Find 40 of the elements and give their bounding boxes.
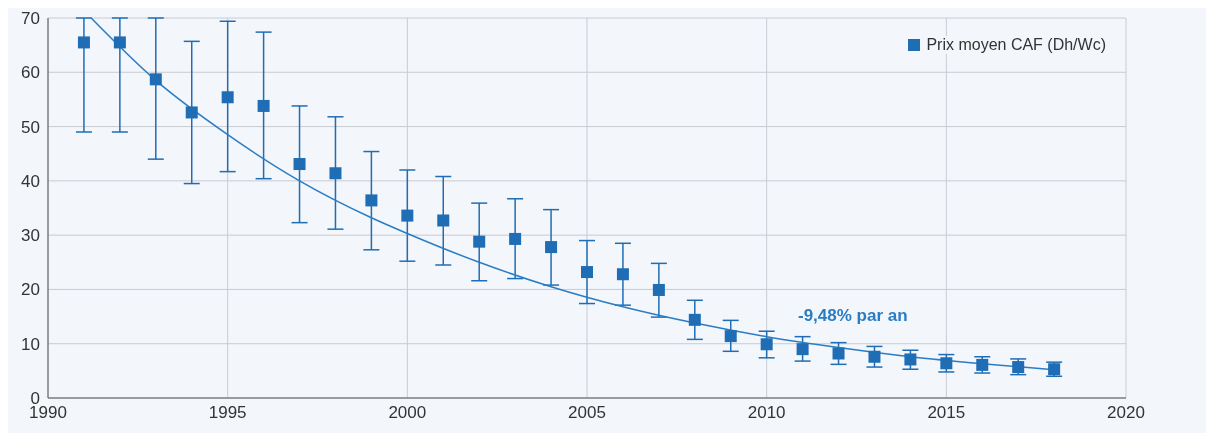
point — [724, 330, 737, 343]
point — [652, 283, 665, 296]
point — [221, 91, 234, 104]
point — [77, 36, 90, 49]
point — [365, 194, 378, 207]
point — [509, 232, 522, 245]
y-tick-label: 70 — [21, 9, 40, 29]
y-tick-label: 30 — [21, 226, 40, 246]
point — [868, 350, 881, 363]
point — [329, 167, 342, 180]
x-tick-label: 2000 — [388, 403, 427, 423]
point — [401, 209, 414, 222]
point — [257, 99, 270, 112]
point — [796, 343, 809, 356]
point — [473, 235, 486, 248]
point — [832, 347, 845, 360]
x-tick-label: 2010 — [747, 403, 786, 423]
y-tick-label: 60 — [21, 63, 40, 83]
y-tick-label: 40 — [21, 171, 40, 191]
point — [904, 353, 917, 366]
point — [185, 106, 198, 119]
point — [760, 338, 773, 351]
point — [688, 313, 701, 326]
x-tick-label: 1995 — [208, 403, 247, 423]
point — [113, 36, 126, 49]
x-tick-label: 2015 — [927, 403, 966, 423]
legend-label: Prix moyen CAF (Dh/Wc) — [926, 36, 1106, 54]
x-tick-label: 2005 — [568, 403, 606, 423]
point — [437, 214, 450, 227]
point — [149, 73, 162, 86]
point — [581, 266, 593, 279]
y-tick-label: 20 — [21, 280, 40, 300]
y-tick-label: 10 — [21, 334, 40, 354]
point — [293, 158, 306, 171]
point — [545, 241, 558, 254]
x-tick-label: 2020 — [1107, 403, 1145, 423]
y-tick-label: 50 — [21, 117, 40, 137]
point — [940, 357, 953, 370]
annotation: -9,48% par an — [798, 306, 908, 326]
point — [616, 268, 629, 281]
